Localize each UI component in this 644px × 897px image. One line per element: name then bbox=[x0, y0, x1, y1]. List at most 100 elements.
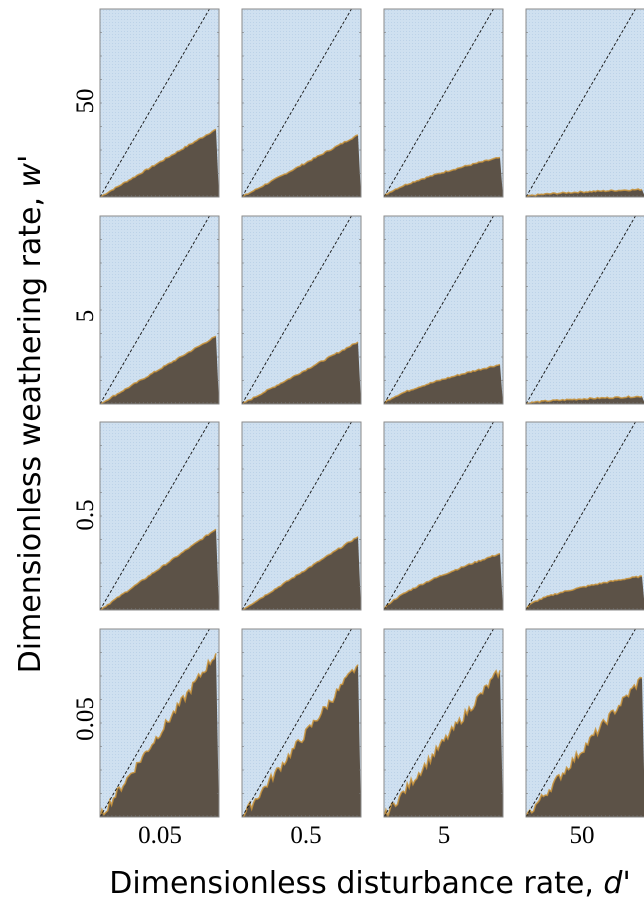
boundary-line bbox=[100, 128, 217, 197]
reference-line bbox=[526, 629, 636, 817]
panel-side-ticks bbox=[100, 32, 219, 174]
panel-bottom-ticks bbox=[387, 815, 500, 817]
panel-r2-c2 bbox=[383, 421, 504, 611]
boundary-line bbox=[384, 156, 501, 197]
panel-side-ticks bbox=[242, 445, 361, 587]
boundary-line bbox=[242, 664, 359, 817]
boundary-line bbox=[384, 552, 501, 610]
panel-bottom-ticks bbox=[103, 402, 216, 404]
panel-bottom-ticks bbox=[387, 195, 500, 197]
panel-bottom-ticks bbox=[529, 195, 642, 197]
reference-line bbox=[384, 216, 494, 404]
panel-r2-c0 bbox=[99, 421, 220, 611]
panel-r0-c1 bbox=[241, 8, 362, 198]
panel-r1-c3 bbox=[525, 215, 644, 405]
panel-bottom-ticks bbox=[103, 608, 216, 610]
panel-side-ticks bbox=[526, 239, 528, 381]
panel-bottom-ticks bbox=[103, 815, 216, 817]
reference-line bbox=[100, 216, 210, 404]
lower-region bbox=[384, 157, 503, 197]
panel-side-ticks bbox=[526, 652, 528, 794]
panel-bottom-ticks bbox=[529, 815, 642, 817]
panel-side-ticks bbox=[242, 32, 361, 174]
panel-r1-c0 bbox=[99, 215, 220, 405]
panel-r0-c2 bbox=[383, 8, 504, 198]
boundary-line bbox=[526, 188, 643, 197]
reference-line bbox=[384, 422, 494, 610]
reference-line bbox=[384, 9, 494, 197]
column-label-0: 0.05 bbox=[138, 822, 182, 849]
panel-r3-c3 bbox=[525, 628, 644, 818]
boundary-line bbox=[242, 536, 359, 610]
panel-r0-c3 bbox=[525, 8, 644, 198]
panel-bottom-ticks bbox=[387, 608, 500, 610]
row-label-2: 0.5 bbox=[72, 499, 99, 530]
boundary-line bbox=[100, 528, 217, 610]
lower-region bbox=[384, 364, 503, 404]
row-tick-labels: 50 5 0.5 0.05 bbox=[72, 89, 99, 741]
panel-side-ticks bbox=[100, 445, 219, 587]
lower-region bbox=[384, 670, 503, 817]
panel-bottom-ticks bbox=[529, 402, 642, 404]
boundary-line bbox=[526, 575, 643, 610]
panel-side-ticks bbox=[526, 32, 528, 174]
panel-r3-c0 bbox=[99, 628, 220, 818]
panel-side-ticks bbox=[242, 652, 361, 794]
reference-line bbox=[242, 422, 352, 610]
column-tick-labels: 0.05 0.5 5 50 bbox=[138, 822, 594, 849]
panel-side-ticks bbox=[384, 652, 503, 794]
upper-region bbox=[526, 9, 644, 197]
reference-line bbox=[100, 9, 210, 197]
reference-line bbox=[526, 216, 636, 404]
panel-side-ticks bbox=[100, 239, 219, 381]
boundary-line bbox=[526, 676, 643, 817]
panel-side-ticks bbox=[526, 445, 528, 587]
reference-line bbox=[526, 9, 636, 197]
reference-line bbox=[242, 9, 352, 197]
panel-bottom-ticks bbox=[245, 608, 358, 610]
boundary-line bbox=[242, 134, 359, 197]
reference-line bbox=[526, 422, 636, 610]
lower-region bbox=[100, 653, 219, 817]
reference-line bbox=[242, 629, 352, 817]
row-label-0: 50 bbox=[72, 89, 99, 114]
boundary-line bbox=[242, 341, 359, 404]
column-label-1: 0.5 bbox=[290, 822, 321, 849]
panel-r3-c2 bbox=[383, 628, 504, 818]
panel-bottom-ticks bbox=[245, 195, 358, 197]
column-label-3: 50 bbox=[570, 822, 595, 849]
lower-region bbox=[526, 576, 644, 610]
reference-line bbox=[100, 629, 210, 817]
boundary-line bbox=[100, 653, 217, 817]
panel-r2-c3 bbox=[525, 421, 644, 611]
boundary-line bbox=[384, 669, 501, 817]
y-axis-label: Dimensionless weathering rate, w' bbox=[13, 155, 48, 674]
panel-r1-c2 bbox=[383, 215, 504, 405]
panel-side-ticks bbox=[100, 652, 219, 794]
panel-bottom-ticks bbox=[245, 402, 358, 404]
row-label-1: 5 bbox=[72, 310, 99, 323]
upper-region bbox=[526, 422, 644, 610]
panel-bottom-ticks bbox=[529, 608, 642, 610]
boundary-line bbox=[100, 335, 217, 404]
panel-bottom-ticks bbox=[103, 195, 216, 197]
panel-side-ticks bbox=[384, 445, 503, 587]
x-axis-label: Dimensionless disturbance rate, d' bbox=[109, 866, 630, 897]
reference-line bbox=[242, 216, 352, 404]
panel-r0-c0 bbox=[99, 8, 220, 198]
panel-side-ticks bbox=[384, 32, 503, 174]
reference-line bbox=[100, 422, 210, 610]
panel-r1-c1 bbox=[241, 215, 362, 405]
panel-grid bbox=[99, 8, 644, 818]
panel-r2-c1 bbox=[241, 421, 362, 611]
lower-region bbox=[384, 553, 503, 610]
panel-side-ticks bbox=[384, 239, 503, 381]
reference-line bbox=[384, 629, 494, 817]
row-label-3: 0.05 bbox=[72, 697, 99, 741]
lower-region bbox=[526, 677, 644, 817]
panel-r3-c1 bbox=[241, 628, 362, 818]
panel-side-ticks bbox=[242, 239, 361, 381]
panel-bottom-ticks bbox=[245, 815, 358, 817]
column-label-2: 5 bbox=[438, 822, 451, 849]
